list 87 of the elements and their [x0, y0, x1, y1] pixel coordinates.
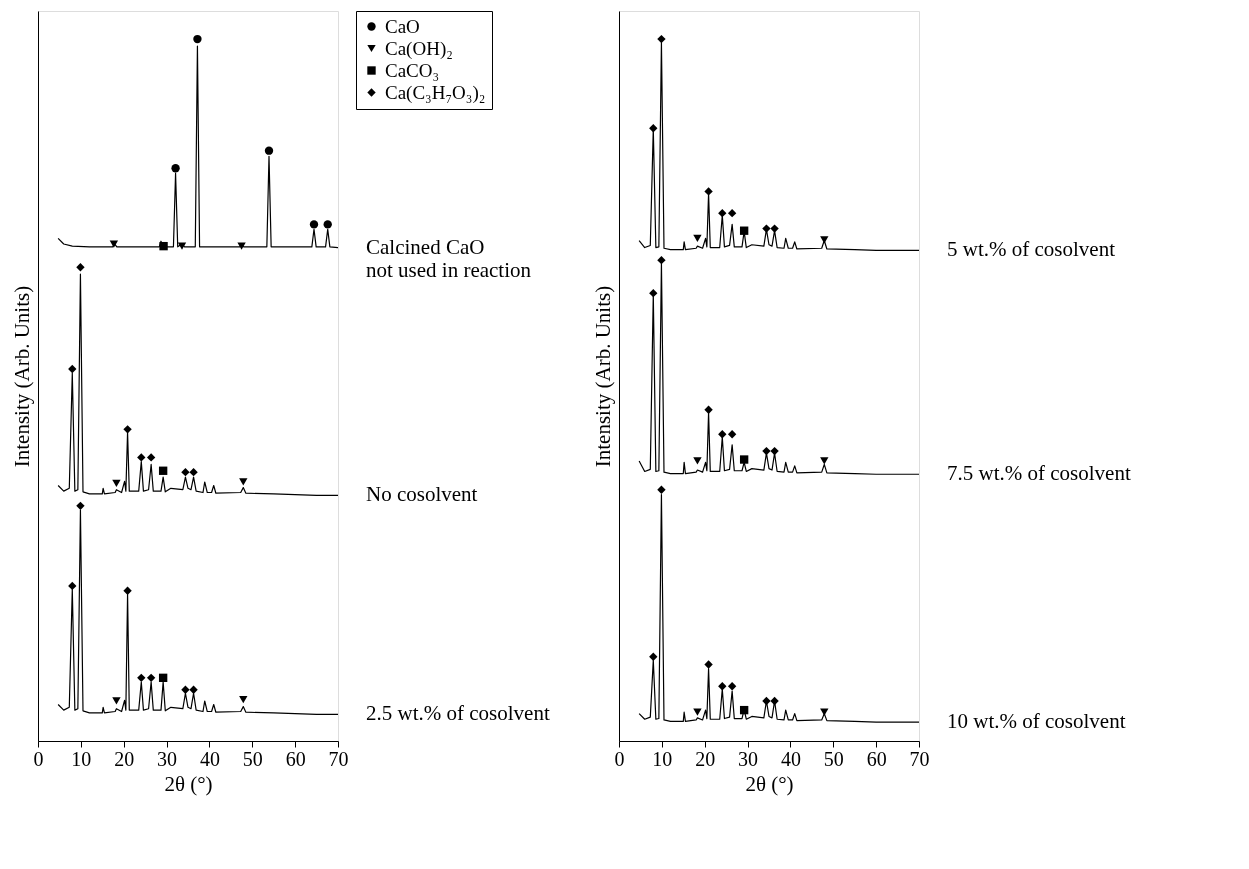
- point: [704, 660, 713, 669]
- point: [159, 241, 168, 251]
- point: [158, 673, 168, 683]
- point: [146, 673, 156, 683]
- x-tick-label: 60: [866, 747, 887, 770]
- point: [739, 455, 749, 464]
- y-axis-title: Intensity (Arb. Units): [590, 285, 615, 468]
- point: [76, 263, 85, 272]
- x-tick-label: 0: [614, 747, 625, 770]
- point: [123, 425, 132, 434]
- x-tick-label: 70: [328, 747, 349, 770]
- legend-label: CaO: [385, 15, 420, 37]
- point: [109, 240, 119, 248]
- point: [112, 479, 121, 488]
- series-label: 5 wt.% of cosolvent: [947, 237, 1116, 262]
- point: [239, 695, 248, 704]
- series-label: 10 wt.% of cosolvent: [947, 709, 1126, 734]
- point: [649, 288, 658, 298]
- x-tick-label: 60: [285, 747, 306, 770]
- x-axis-title: 2θ (°): [745, 771, 794, 796]
- point: [137, 673, 146, 683]
- point: [181, 467, 190, 477]
- x-tick-label: 50: [242, 747, 263, 770]
- point: [309, 220, 319, 229]
- point: [193, 34, 202, 44]
- series-label: No cosolvent: [366, 482, 478, 507]
- point: [693, 234, 702, 243]
- x-tick-label: 40: [780, 747, 801, 770]
- point: [137, 453, 146, 462]
- point: [649, 124, 658, 133]
- point: [820, 457, 829, 465]
- point: [112, 697, 121, 705]
- point: [68, 581, 77, 591]
- legend-label: Ca(C₃H₇O₃)₂: [385, 81, 486, 104]
- x-tick-label: 20: [695, 747, 716, 770]
- point: [158, 466, 168, 475]
- point: [657, 256, 666, 265]
- x-axis-title: 2θ (°): [164, 771, 213, 796]
- x-tick-label: 30: [157, 747, 178, 770]
- point: [693, 708, 702, 716]
- point: [718, 208, 727, 218]
- legend-label: CaCO₃: [385, 59, 440, 81]
- legend-label: Ca(OH)₂: [385, 37, 453, 60]
- series-label: 7.5 wt.% of cosolvent: [947, 461, 1131, 486]
- x-tick-label: 20: [114, 747, 135, 770]
- point: [264, 146, 274, 155]
- x-tick-label: 50: [823, 747, 844, 770]
- point: [68, 364, 77, 374]
- point: [704, 187, 713, 196]
- x-tick-label: 10: [71, 747, 92, 770]
- point: [239, 478, 248, 486]
- point: [718, 682, 727, 691]
- point: [146, 453, 156, 462]
- point: [718, 430, 727, 439]
- point: [649, 652, 658, 661]
- point: [770, 224, 779, 233]
- point: [657, 34, 666, 44]
- point: [323, 220, 332, 229]
- point: [770, 446, 779, 456]
- series-label: 2.5 wt.% of cosolvent: [366, 701, 550, 726]
- point: [762, 696, 771, 706]
- point: [123, 586, 132, 595]
- point: [189, 685, 198, 694]
- point: [76, 501, 85, 511]
- point: [727, 208, 737, 218]
- x-tick-label: 40: [199, 747, 220, 770]
- x-tick-label: 70: [909, 747, 930, 770]
- point: [657, 485, 666, 494]
- point: [739, 226, 749, 235]
- y-axis-title: Intensity (Arb. Units): [9, 285, 34, 468]
- x-tick-label: 30: [738, 747, 759, 770]
- x-tick-label: 0: [33, 747, 44, 770]
- point: [820, 236, 829, 244]
- point: [762, 446, 771, 456]
- point: [693, 457, 702, 465]
- point: [727, 430, 737, 439]
- point: [181, 685, 190, 694]
- point: [820, 708, 829, 716]
- x-tick-label: 10: [652, 747, 673, 770]
- point: [189, 467, 198, 477]
- point: [704, 405, 713, 414]
- point: [762, 224, 771, 233]
- point: [727, 682, 737, 691]
- point: [171, 164, 180, 173]
- point: [739, 705, 749, 715]
- series-label: Calcined CaO not used in reaction: [366, 234, 532, 282]
- point: [770, 696, 779, 706]
